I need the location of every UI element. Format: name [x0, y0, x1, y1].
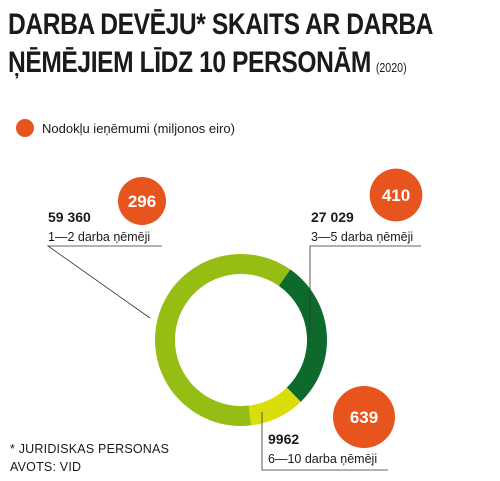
slice-category-label-1: 1—2 darba ņēmēji [48, 230, 150, 244]
leader-line-2 [309, 245, 421, 335]
footnote-source: AVOTS: VID [10, 460, 82, 474]
slice-category-label-2: 3—5 darba ņēmēji [311, 230, 413, 244]
slice-value-label-3: 9962 [268, 431, 299, 447]
slice-value-label-1: 59 360 [48, 209, 91, 225]
slice-category-label-3: 6—10 darba ņēmēji [268, 452, 377, 466]
legend: Nodokļu ieņēmumi (miljonos eiro) [16, 118, 235, 138]
slice-value-label-2: 27 029 [311, 209, 354, 225]
tax-bubble-2 [369, 168, 423, 222]
footnote-note: * JURIDISKAS PERSONAS [10, 442, 170, 456]
leader-line-3 [261, 412, 388, 471]
title-line-1: DARBA DEVĒJU* SKAITS AR DARBA [8, 8, 434, 41]
tax-bubble-value-2: 410 [382, 186, 410, 205]
tax-bubble-value-1: 296 [128, 192, 156, 211]
title-line-2-text: ŅĒMĒJIEM LĪDZ 10 PERSONĀM [8, 46, 371, 79]
legend-label: Nodokļu ieņēmumi (miljonos eiro) [42, 120, 235, 136]
tax-bubble-1 [118, 177, 166, 225]
tax-bubble-3 [333, 386, 395, 448]
footnote: * JURIDISKAS PERSONAS AVOTS: VID [10, 440, 169, 476]
chart-title: DARBA DEVĒJU* SKAITS AR DARBA ŅĒMĒJIEM L… [8, 6, 434, 87]
title-line-2: ŅĒMĒJIEM LĪDZ 10 PERSONĀM (2020) [8, 44, 407, 87]
tax-bubble-value-3: 639 [350, 408, 378, 427]
donut-slice-1 [155, 254, 291, 426]
donut-slice-2 [278, 269, 327, 402]
leader-line-1 [46, 245, 162, 319]
title-year: (2020) [375, 60, 407, 75]
legend-marker [16, 119, 34, 137]
